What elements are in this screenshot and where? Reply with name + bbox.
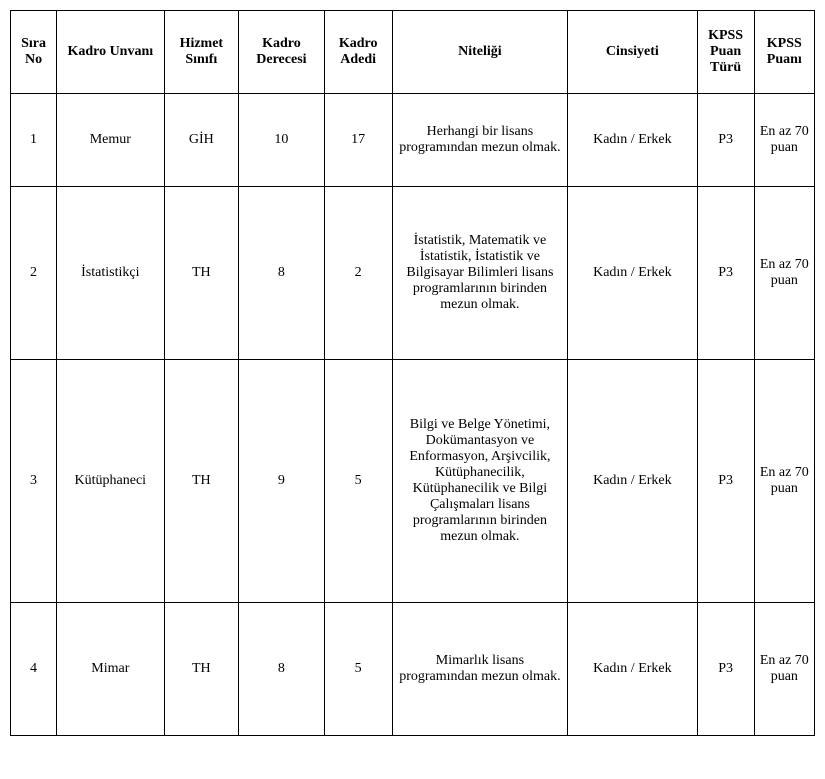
cell-unvan: Kütüphaneci [57, 360, 164, 603]
cell-unvan: Mimar [57, 603, 164, 736]
cell-adet: 5 [324, 603, 392, 736]
table-row: 4 Mimar TH 8 5 Mimarlık lisans programın… [11, 603, 815, 736]
col-header-sinif: Hizmet Sınıfı [164, 11, 239, 94]
col-header-derece: Kadro Derecesi [239, 11, 325, 94]
cell-cinsiyet: Kadın / Erkek [568, 360, 697, 603]
cell-puan-turu: P3 [697, 360, 754, 603]
col-header-puan-turu: KPSS Puan Türü [697, 11, 754, 94]
cell-cinsiyet: Kadın / Erkek [568, 94, 697, 187]
cell-nitelik: İstatistik, Matematik ve İstatistik, İst… [392, 187, 567, 360]
cell-derece: 8 [239, 603, 325, 736]
cell-puan: En az 70 puan [754, 360, 814, 603]
cell-adet: 5 [324, 360, 392, 603]
cell-puan-turu: P3 [697, 603, 754, 736]
cell-unvan: İstatistikçi [57, 187, 164, 360]
table-row: 1 Memur GİH 10 17 Herhangi bir lisans pr… [11, 94, 815, 187]
cell-sira: 2 [11, 187, 57, 360]
cell-nitelik: Bilgi ve Belge Yönetimi, Dokümantasyon v… [392, 360, 567, 603]
cell-puan-turu: P3 [697, 94, 754, 187]
cell-adet: 17 [324, 94, 392, 187]
col-header-sira: Sıra No [11, 11, 57, 94]
kadro-table: Sıra No Kadro Unvanı Hizmet Sınıfı Kadro… [10, 10, 815, 736]
col-header-puan: KPSS Puanı [754, 11, 814, 94]
col-header-nitelik: Niteliği [392, 11, 567, 94]
cell-sira: 3 [11, 360, 57, 603]
cell-sinif: TH [164, 603, 239, 736]
cell-adet: 2 [324, 187, 392, 360]
cell-derece: 10 [239, 94, 325, 187]
cell-sira: 4 [11, 603, 57, 736]
col-header-unvan: Kadro Unvanı [57, 11, 164, 94]
cell-puan: En az 70 puan [754, 187, 814, 360]
table-row: 3 Kütüphaneci TH 9 5 Bilgi ve Belge Yöne… [11, 360, 815, 603]
cell-nitelik: Mimarlık lisans programından mezun olmak… [392, 603, 567, 736]
cell-sinif: TH [164, 360, 239, 603]
cell-cinsiyet: Kadın / Erkek [568, 187, 697, 360]
cell-puan: En az 70 puan [754, 603, 814, 736]
cell-unvan: Memur [57, 94, 164, 187]
cell-sinif: GİH [164, 94, 239, 187]
cell-sinif: TH [164, 187, 239, 360]
cell-derece: 9 [239, 360, 325, 603]
cell-nitelik: Herhangi bir lisans programından mezun o… [392, 94, 567, 187]
table-row: 2 İstatistikçi TH 8 2 İstatistik, Matema… [11, 187, 815, 360]
col-header-cinsiyet: Cinsiyeti [568, 11, 697, 94]
cell-puan: En az 70 puan [754, 94, 814, 187]
table-header-row: Sıra No Kadro Unvanı Hizmet Sınıfı Kadro… [11, 11, 815, 94]
cell-puan-turu: P3 [697, 187, 754, 360]
col-header-adet: Kadro Adedi [324, 11, 392, 94]
cell-cinsiyet: Kadın / Erkek [568, 603, 697, 736]
cell-derece: 8 [239, 187, 325, 360]
cell-sira: 1 [11, 94, 57, 187]
